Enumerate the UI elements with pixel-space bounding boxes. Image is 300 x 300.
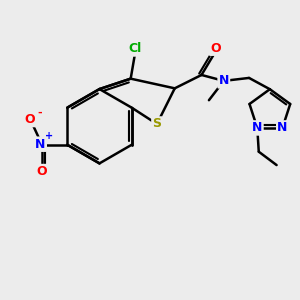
Text: N: N [219, 74, 229, 87]
Text: N: N [277, 122, 288, 134]
Text: -: - [37, 108, 42, 118]
Text: S: S [152, 118, 161, 130]
Text: O: O [25, 113, 35, 126]
Text: O: O [210, 42, 221, 55]
Text: +: + [44, 131, 52, 142]
Text: N: N [35, 138, 46, 151]
Text: N: N [252, 122, 262, 134]
Text: Cl: Cl [128, 42, 142, 56]
Text: O: O [37, 165, 47, 178]
